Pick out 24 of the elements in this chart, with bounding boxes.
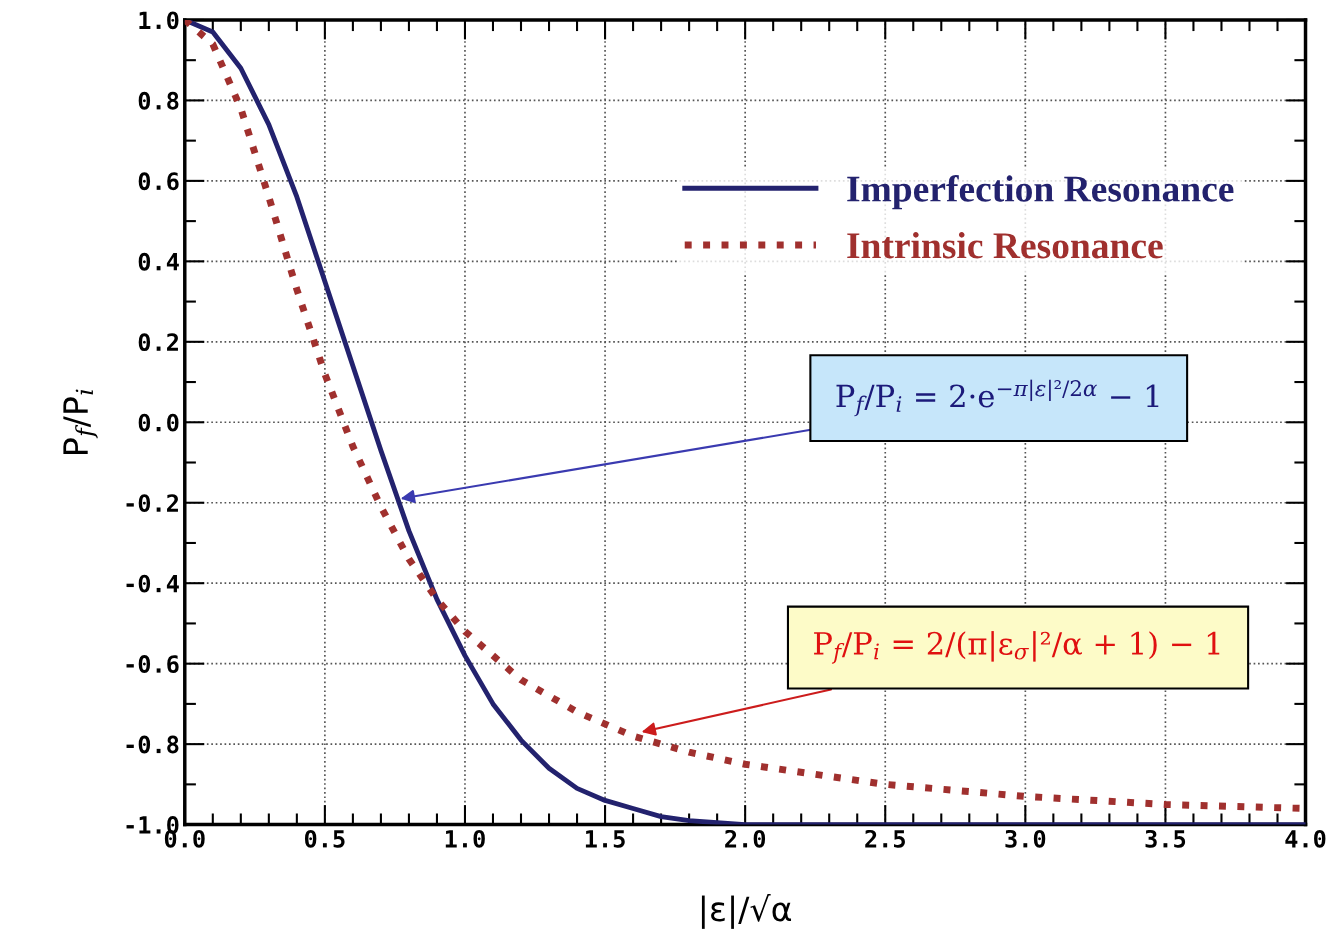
- y-axis-title: P$_{f}$/P$_{i}$: [63, 389, 98, 454]
- y-tick-label: 0.2: [138, 333, 178, 352]
- x-tick-label: 4.0: [1285, 829, 1326, 848]
- x-tick-label: 1.0: [445, 829, 485, 848]
- x-tick-label: 0.5: [304, 829, 345, 848]
- annotation: P$_{f}$/P$_{i}$ = 2/(π|ε$_{σ}$|²/α + 1) − 1: [814, 631, 1220, 664]
- y-tick-label: 0.8: [138, 91, 179, 110]
- x-tick-label: 3.0: [1005, 829, 1046, 848]
- x-tick-label: 1.5: [585, 830, 625, 848]
- x-tick-label: 2.0: [725, 829, 766, 848]
- y-tick-label: -0.2: [126, 494, 178, 513]
- x-tick-label: 2.5: [865, 829, 905, 848]
- x-tick-label: 3.5: [1145, 829, 1186, 848]
- y-tick-label: -0.8: [126, 735, 179, 754]
- y-tick-label: -0.4: [126, 574, 179, 593]
- y-tick-label: 0.0: [138, 413, 179, 432]
- annotation: P$_{f}$/P$_{i}$ = 2·e$^{−π|ε|²/2α}$ − 1: [836, 379, 1159, 417]
- legend-label: Intrinsic Resonance: [847, 232, 1163, 259]
- y-tick-label: 1.0: [139, 11, 179, 30]
- legend-label: Imperfection Resonance: [847, 174, 1234, 210]
- x-axis-title: |ε|/√α: [701, 893, 792, 929]
- y-tick-label: -0.6: [126, 655, 179, 673]
- y-tick-label: 0.4: [138, 252, 179, 271]
- y-tick-label: 0.6: [138, 172, 179, 191]
